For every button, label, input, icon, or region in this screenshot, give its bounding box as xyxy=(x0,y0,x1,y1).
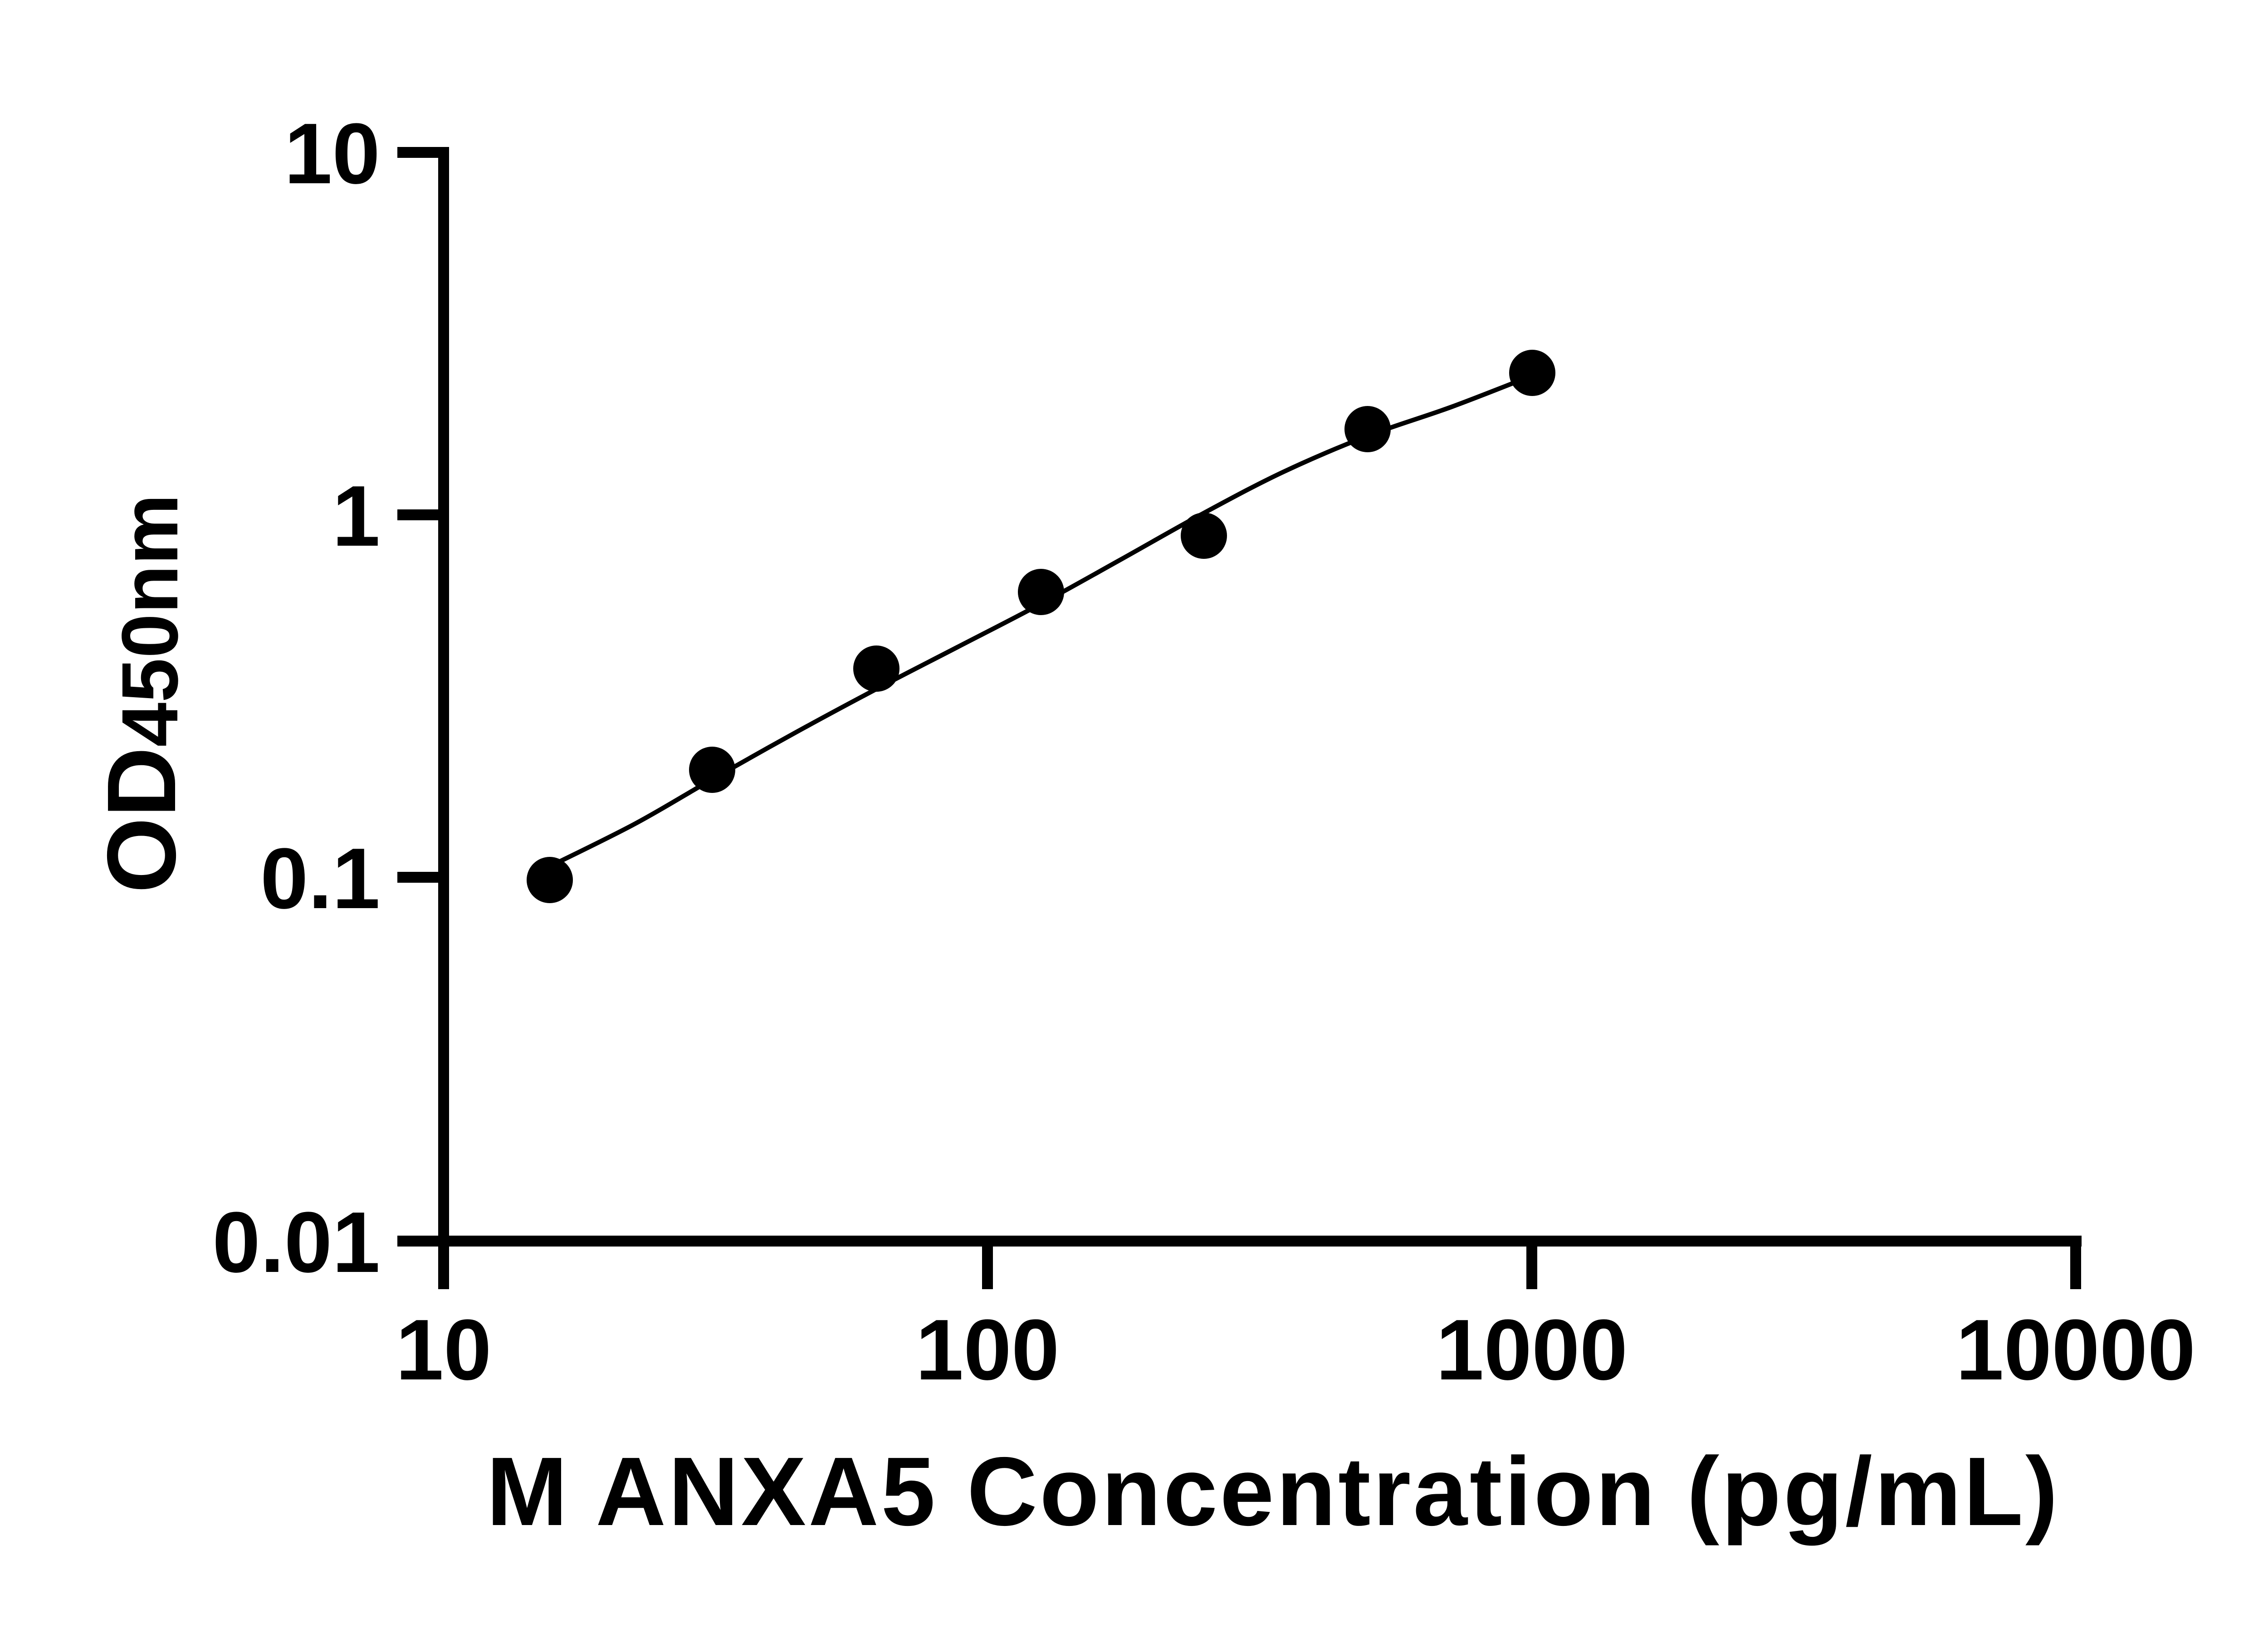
svg-text:1: 1 xyxy=(332,468,380,564)
svg-text:1000: 1000 xyxy=(1436,1302,1628,1398)
svg-text:OD450nm: OD450nm xyxy=(87,494,196,893)
svg-text:0.1: 0.1 xyxy=(260,831,380,927)
svg-text:0.01: 0.01 xyxy=(212,1194,380,1291)
svg-text:10000: 10000 xyxy=(1956,1302,2195,1398)
svg-text:10: 10 xyxy=(396,1302,491,1398)
svg-text:M ANXA5 Concentration (pg/mL): M ANXA5 Concentration (pg/mL) xyxy=(486,1437,2060,1546)
svg-text:100: 100 xyxy=(915,1302,1059,1398)
svg-text:10: 10 xyxy=(284,106,380,202)
